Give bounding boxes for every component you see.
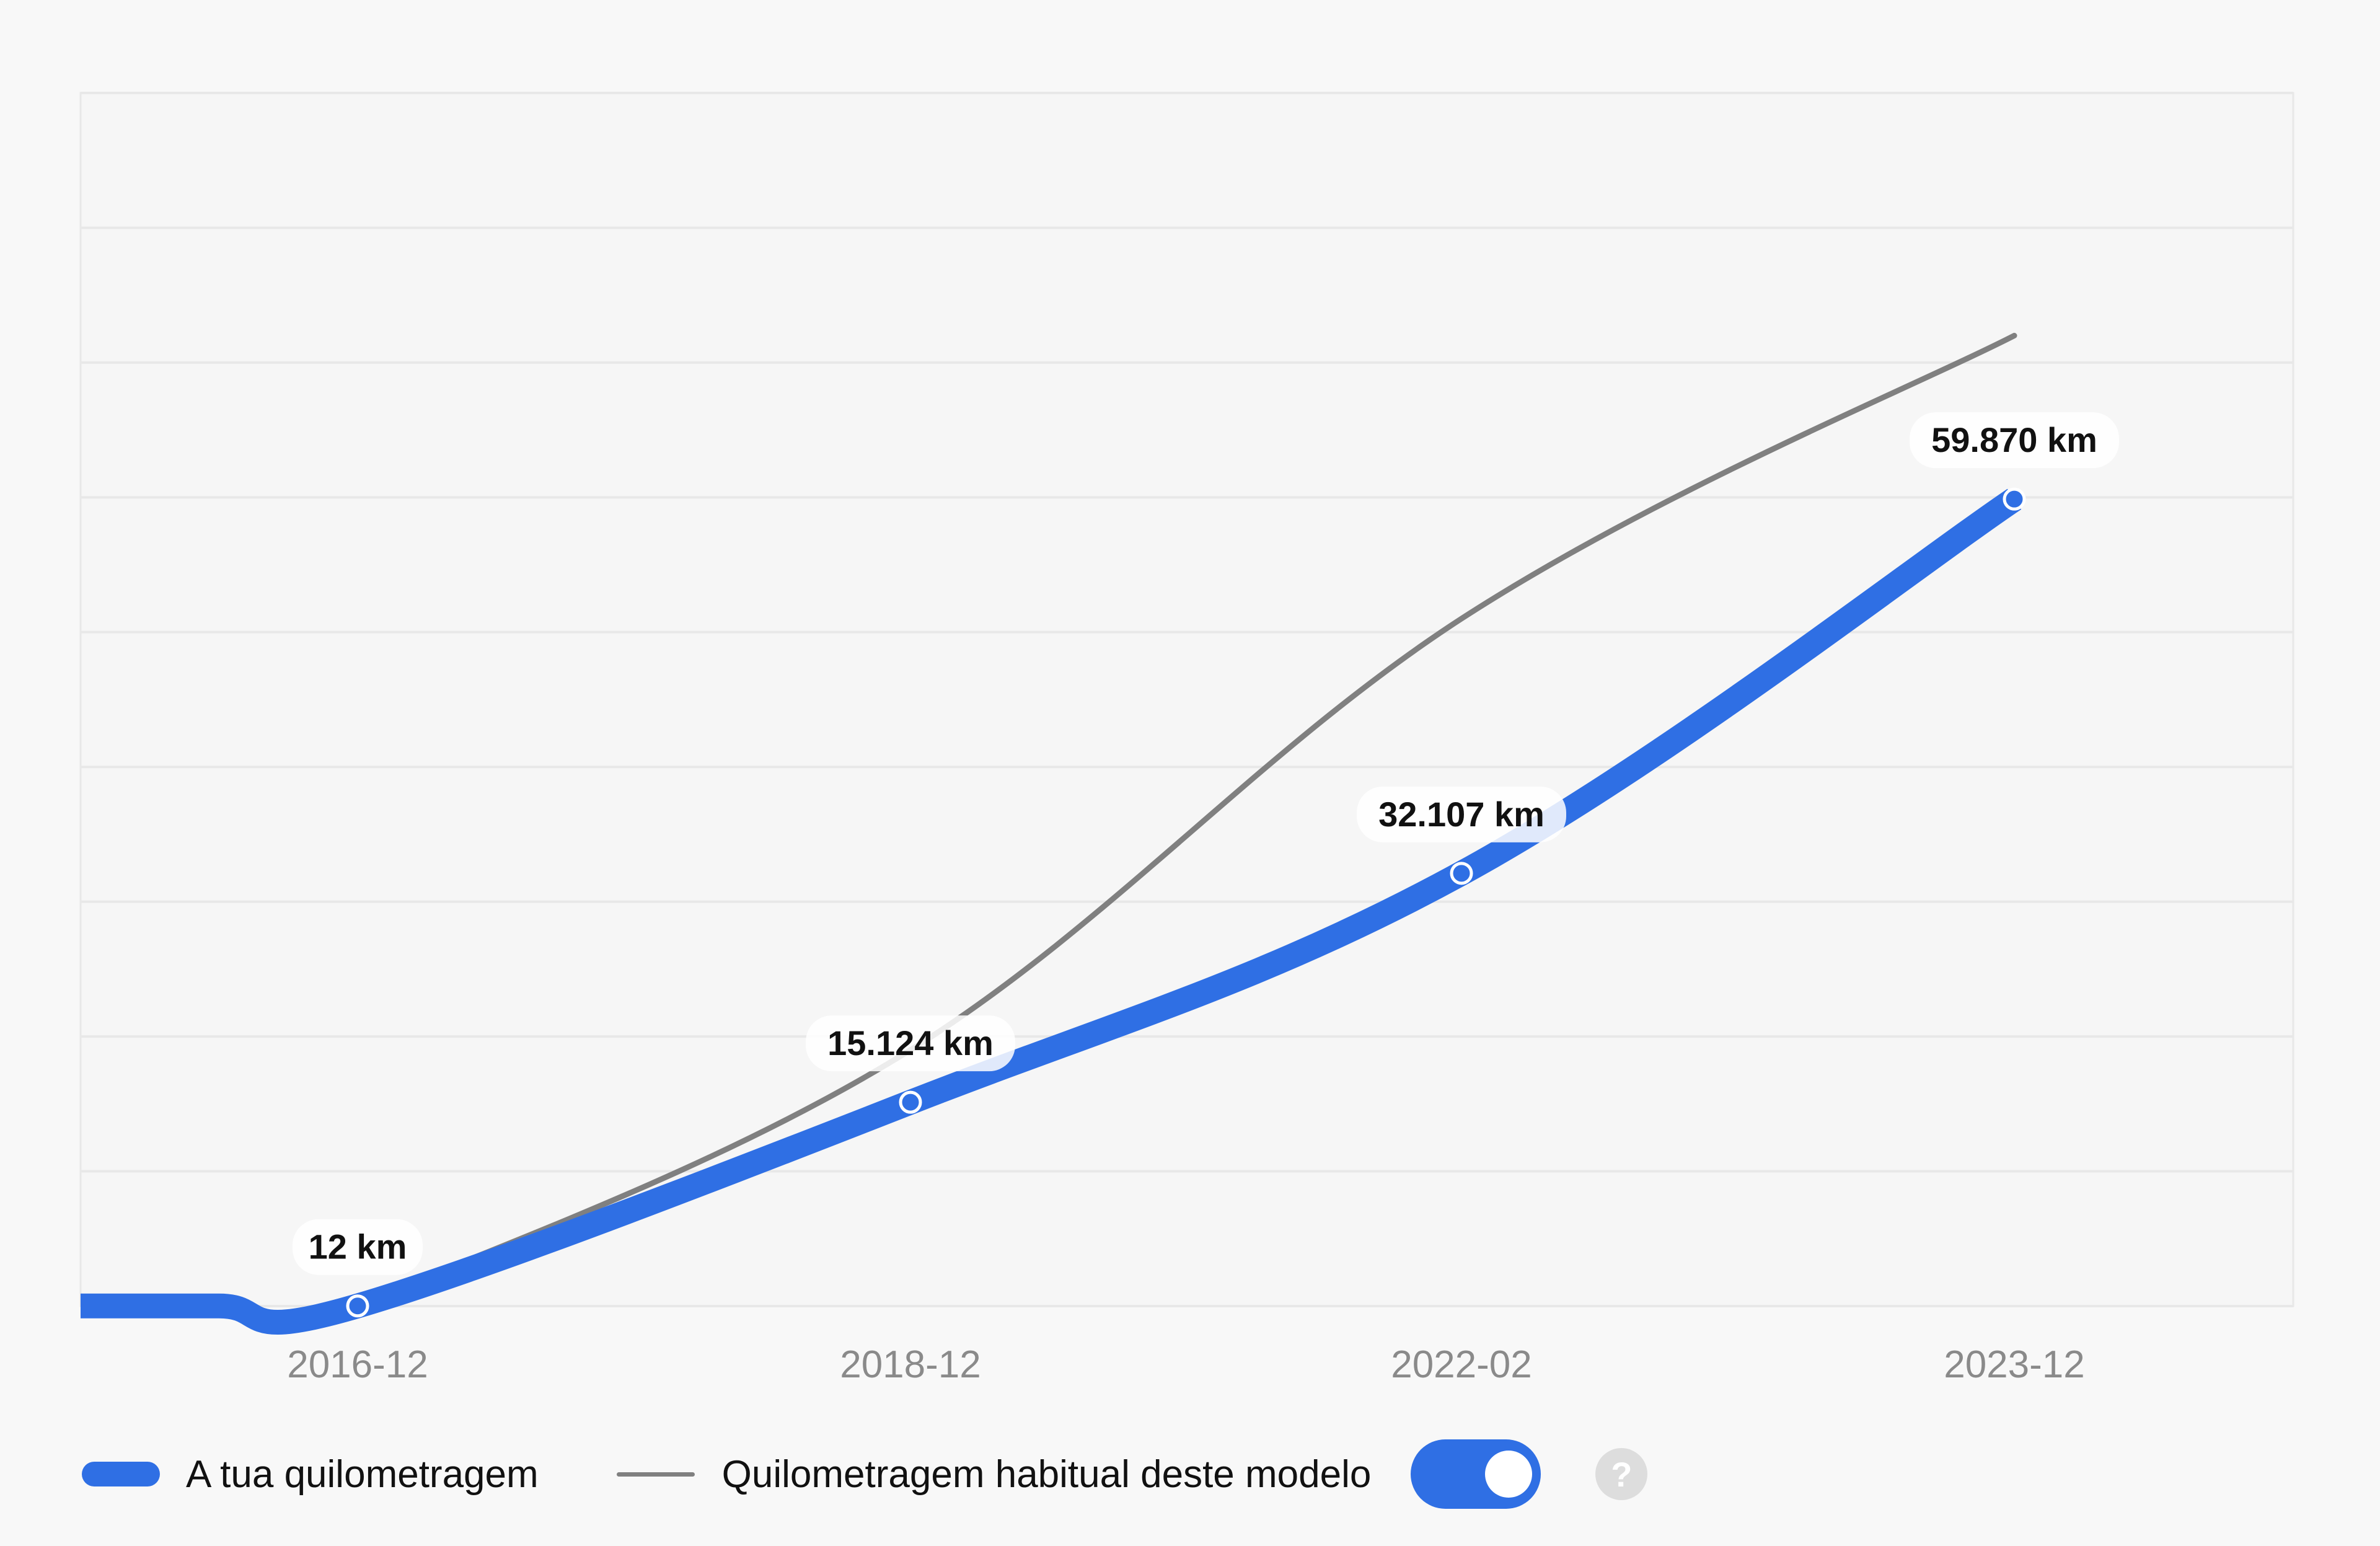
data-label-background [806,1015,1015,1072]
data-points [346,487,2026,1318]
typical-mileage-toggle[interactable] [1411,1439,1541,1509]
question-mark-icon[interactable]: ? [1595,1448,1648,1500]
data-point[interactable] [899,1090,922,1114]
data-label-text: 59.870 km [1931,420,2097,459]
data-point[interactable] [346,1294,369,1318]
x-tick-label: 2016-12 [287,1343,428,1386]
data-label: 32.107 km [1357,786,1566,842]
data-label: 12 km [293,1219,423,1275]
help-icon-glyph: ? [1611,1454,1633,1494]
x-tick-label: 2022-02 [1391,1343,1532,1386]
data-label-text: 32.107 km [1378,795,1545,834]
series-line-typical-mileage [355,332,2017,1309]
legend: A tua quilometragem Quilometragem habitu… [82,1439,1648,1509]
data-label-background [1357,786,1566,842]
legend-item-typical-mileage[interactable]: Quilometragem habitual deste modelo [616,1439,1372,1509]
data-label-text: 12 km [309,1227,407,1266]
data-point[interactable] [1450,862,1473,885]
x-tick-label: 2018-12 [840,1343,981,1386]
gridlines [81,92,2293,1307]
legend-label-your-mileage: A tua quilometragem [186,1452,539,1496]
toggle-knob [1485,1451,1533,1498]
legend-swatch-typical-mileage [616,1472,695,1477]
data-label-background [1910,412,2119,469]
legend-item-your-mileage[interactable]: A tua quilometragem [82,1439,539,1509]
data-label: 59.870 km [1910,412,2119,469]
plot-area [79,92,2294,1307]
data-label-text: 15.124 km [827,1023,994,1062]
data-labels: 12 km 15.124 km 32.107 km 59.870 km [293,412,2119,1275]
legend-swatch-your-mileage [82,1462,160,1486]
legend-label-typical-mileage: Quilometragem habitual deste modelo [721,1452,1372,1496]
data-label-background [293,1219,423,1275]
data-label: 15.124 km [806,1015,1015,1072]
x-axis-ticks: 2016-12 2018-12 2022-02 2023-12 [287,1343,2085,1386]
x-tick-label: 2023-12 [1944,1343,2085,1386]
data-point[interactable] [2003,487,2026,511]
